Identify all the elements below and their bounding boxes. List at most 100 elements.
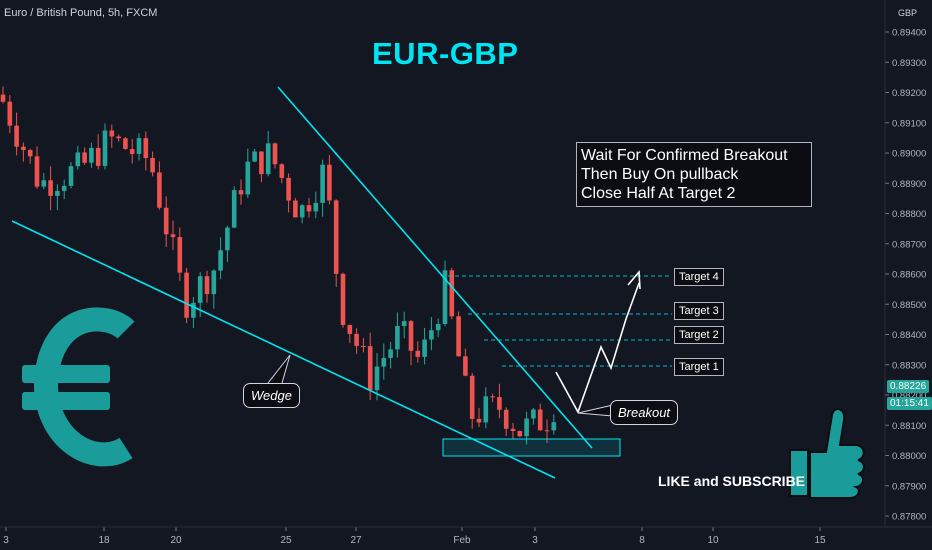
- time-tick-label: 3: [532, 535, 538, 546]
- price-tick-label: 0.88700: [892, 239, 926, 250]
- candle-body: [245, 161, 251, 195]
- candle-body: [463, 356, 468, 376]
- price-tick-label: 0.89200: [892, 88, 926, 99]
- candle-body: [490, 396, 495, 398]
- symbol-header: Euro / British Pound, 5h, FXCM: [4, 7, 158, 19]
- candle-body: [476, 418, 482, 423]
- candle-body: [497, 397, 502, 410]
- candle-body: [442, 270, 448, 325]
- price-tick-label: 0.89000: [892, 149, 926, 160]
- wedge-upper-trendline[interactable]: [277, 86, 593, 449]
- candle-body: [401, 321, 407, 327]
- candle-body: [469, 375, 475, 419]
- time-tick-label: 8: [639, 535, 645, 546]
- candle-body: [354, 333, 359, 346]
- thumbs-up-icon: [789, 408, 865, 499]
- trade-plan-note[interactable]: Wait For Confirmed Breakout Then Buy On …: [576, 142, 812, 207]
- time-tick-label: 3: [3, 535, 9, 546]
- candle-body: [177, 237, 183, 273]
- candle-body: [340, 273, 346, 325]
- price-tick-label: 0.88500: [892, 300, 926, 311]
- wedge-lower-trendline[interactable]: [11, 220, 556, 479]
- candle-body: [456, 316, 461, 357]
- candle-body: [102, 130, 108, 166]
- candle-body: [408, 321, 414, 351]
- target-4-label[interactable]: Target 4: [674, 268, 724, 286]
- candle-body: [272, 143, 278, 165]
- price-tick-label: 0.88100: [892, 421, 926, 432]
- candle-body: [429, 330, 434, 340]
- last-price-tag: 0.88226: [887, 380, 930, 393]
- candle-body: [333, 200, 339, 274]
- note-line-2: Then Buy On pullback: [581, 166, 739, 183]
- candle-body: [503, 409, 509, 429]
- candle-body: [483, 396, 489, 423]
- candle-body: [374, 366, 380, 391]
- target-2-label[interactable]: Target 2: [674, 326, 724, 344]
- candle-body: [95, 147, 101, 166]
- time-axis: 3 18 20 25 27 Feb 3 8 10 15: [3, 527, 826, 546]
- candle-body: [143, 138, 149, 159]
- candle-body: [422, 339, 427, 357]
- time-tick-label: 10: [707, 535, 719, 546]
- note-line-1: Wait For Confirmed Breakout: [581, 147, 788, 164]
- candle-body: [524, 418, 529, 437]
- candle-body: [299, 205, 305, 218]
- target-1-label[interactable]: Target 1: [674, 358, 724, 376]
- candle-body: [7, 101, 13, 126]
- candle-body: [150, 158, 155, 173]
- candle-body: [551, 422, 557, 431]
- candle-body: [381, 357, 387, 367]
- candle-body: [123, 138, 128, 150]
- target-3-label[interactable]: Target 3: [674, 302, 724, 320]
- note-line-3: Close Half At Target 2: [581, 185, 736, 202]
- time-tick-label: 27: [350, 535, 362, 546]
- candle-body: [68, 166, 74, 186]
- price-tick-label: 0.89400: [892, 28, 926, 39]
- candle-body: [61, 185, 67, 191]
- candle-body: [347, 324, 353, 334]
- candle-body: [204, 276, 210, 295]
- candle-body: [286, 177, 291, 201]
- breakout-callout[interactable]: Breakout: [610, 400, 679, 425]
- support-zone-box[interactable]: [442, 438, 621, 457]
- candle-body: [313, 202, 319, 212]
- candle-body: [0, 94, 6, 102]
- candle-body: [435, 324, 441, 331]
- candle-body: [170, 234, 176, 238]
- time-tick-label: 15: [814, 535, 826, 546]
- currency-label: GBP: [898, 8, 918, 18]
- candle-body: [293, 200, 298, 218]
- wedge-callout[interactable]: Wedge: [243, 383, 300, 408]
- time-tick-label: 18: [98, 535, 110, 546]
- candle-body: [14, 125, 19, 147]
- candle-body: [41, 180, 47, 187]
- projection-path: [555, 282, 640, 414]
- projection-arrowhead: [627, 269, 641, 290]
- candle-body: [48, 180, 53, 196]
- candle-body: [211, 270, 217, 295]
- price-tick-label: 0.88800: [892, 209, 926, 220]
- candles: [0, 86, 557, 445]
- candle-body: [129, 149, 135, 154]
- candle-body: [510, 428, 516, 432]
- price-tick-label: 0.87900: [892, 481, 926, 492]
- candle-body: [238, 190, 244, 195]
- candle-body: [361, 345, 366, 347]
- time-tick-label: 25: [280, 535, 292, 546]
- time-tick-label: 20: [170, 535, 182, 546]
- candle-body: [279, 164, 285, 178]
- price-axis: 0.89400 0.89300 0.89200 0.89100 0.89000 0.889…: [885, 28, 926, 523]
- price-tick-label: 0.89300: [892, 58, 926, 69]
- candle-body: [75, 152, 81, 167]
- candle-body: [27, 150, 33, 157]
- price-tick-label: 0.88000: [892, 451, 926, 462]
- candle-body: [109, 130, 115, 137]
- candle-body: [89, 147, 94, 163]
- candle-body: [517, 431, 523, 437]
- candle-body: [136, 138, 142, 154]
- countdown-tag: 01:15:41: [887, 397, 932, 410]
- candle-body: [259, 151, 264, 175]
- candle-body: [163, 207, 169, 235]
